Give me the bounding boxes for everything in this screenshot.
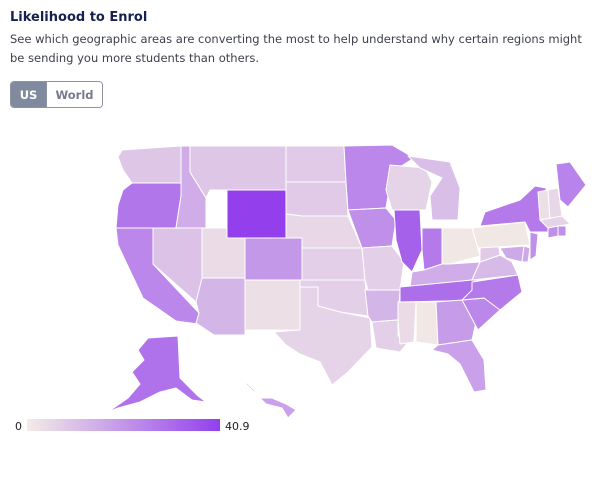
toggle-world-button[interactable]: World bbox=[46, 82, 102, 107]
state-ms[interactable] bbox=[397, 301, 417, 345]
state-wy[interactable] bbox=[226, 189, 287, 239]
legend-gradient-bar bbox=[27, 419, 220, 431]
state-az[interactable] bbox=[195, 277, 246, 336]
state-sd[interactable] bbox=[285, 181, 349, 217]
state-nc[interactable] bbox=[461, 274, 523, 311]
state-mo[interactable] bbox=[361, 245, 405, 291]
state-fl[interactable] bbox=[431, 339, 487, 393]
state-hi[interactable] bbox=[241, 379, 297, 419]
state-or[interactable] bbox=[115, 182, 182, 229]
state-in[interactable] bbox=[421, 227, 443, 271]
state-ma[interactable] bbox=[539, 215, 571, 229]
state-ia[interactable] bbox=[347, 207, 397, 249]
page-subtitle: See which geographic areas are convertin… bbox=[10, 32, 582, 65]
state-ks[interactable] bbox=[301, 247, 366, 281]
state-me[interactable] bbox=[555, 161, 587, 208]
state-mi[interactable] bbox=[407, 155, 461, 221]
state-nd[interactable] bbox=[285, 145, 347, 183]
region-toggle: US World bbox=[10, 81, 103, 108]
state-wi[interactable] bbox=[385, 164, 433, 211]
state-al[interactable] bbox=[415, 301, 439, 346]
state-oh[interactable] bbox=[441, 227, 481, 265]
toggle-us-button[interactable]: US bbox=[11, 82, 46, 107]
states-layer bbox=[107, 144, 587, 419]
legend-max-label: 40.9 bbox=[225, 420, 250, 433]
page-title: Likelihood to Enrol bbox=[10, 10, 148, 25]
state-nj[interactable] bbox=[529, 231, 539, 261]
state-tx[interactable] bbox=[273, 286, 373, 386]
state-ak[interactable] bbox=[107, 335, 207, 413]
state-ri[interactable] bbox=[557, 225, 567, 237]
state-nm[interactable] bbox=[244, 279, 301, 331]
header: Likelihood to Enrol See which geographic… bbox=[10, 10, 590, 68]
legend-min-label: 0 bbox=[15, 420, 22, 433]
state-de[interactable] bbox=[521, 245, 531, 263]
state-ct[interactable] bbox=[547, 225, 559, 239]
state-ga[interactable] bbox=[435, 299, 477, 346]
state-wa[interactable] bbox=[117, 145, 182, 184]
us-choropleth-map bbox=[107, 144, 587, 419]
state-ar[interactable] bbox=[364, 289, 401, 323]
state-co[interactable] bbox=[244, 237, 303, 281]
